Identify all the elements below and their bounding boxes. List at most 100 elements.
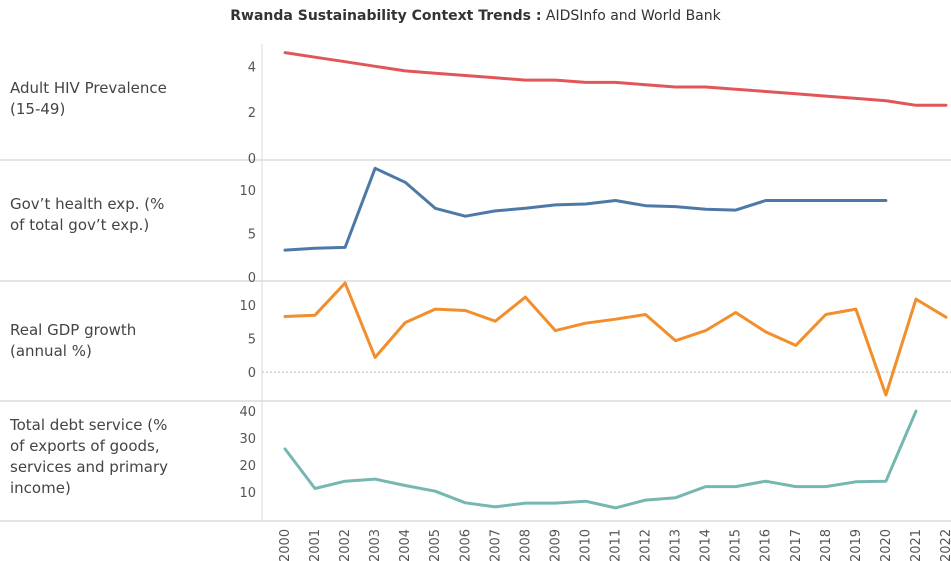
data-point xyxy=(374,65,377,68)
data-point xyxy=(584,203,587,206)
data-point xyxy=(344,246,347,249)
panel-label-line: Adult HIV Prevalence xyxy=(10,79,167,97)
data-point xyxy=(734,88,737,91)
data-point xyxy=(554,203,557,206)
x-tick-label: 2000 xyxy=(278,529,293,561)
data-point xyxy=(434,207,437,210)
data-point xyxy=(584,81,587,84)
data-point xyxy=(584,500,587,503)
data-point xyxy=(824,95,827,98)
data-point xyxy=(404,321,407,324)
data-point xyxy=(314,314,317,317)
data-point xyxy=(434,308,437,311)
data-point xyxy=(524,502,527,505)
data-point xyxy=(614,81,617,84)
data-point xyxy=(464,215,467,218)
x-tick-label: 2002 xyxy=(338,529,353,561)
y-tick-label: 0 xyxy=(248,152,256,167)
x-tick-label: 2007 xyxy=(488,529,503,561)
panel-label-line: Gov’t health exp. (% xyxy=(10,195,165,213)
data-point xyxy=(494,320,497,323)
y-tick-label: 30 xyxy=(239,432,256,447)
x-tick-label: 2018 xyxy=(819,529,834,561)
data-point xyxy=(584,322,587,325)
series-line xyxy=(283,281,948,397)
data-point xyxy=(284,51,287,54)
data-point xyxy=(794,485,797,488)
data-point xyxy=(884,199,887,202)
data-point xyxy=(854,97,857,100)
data-point xyxy=(824,485,827,488)
x-tick-label: 2005 xyxy=(428,529,443,561)
data-point xyxy=(854,480,857,483)
data-point xyxy=(404,181,407,184)
panel-label-line: of total gov’t exp.) xyxy=(10,216,150,234)
data-point xyxy=(614,506,617,509)
data-point xyxy=(764,330,767,333)
x-tick-label: 2010 xyxy=(578,529,593,561)
data-point xyxy=(945,104,948,107)
panel-label-line: (annual %) xyxy=(10,342,92,360)
x-tick-label: 2008 xyxy=(518,529,533,561)
chart-title-bold: Rwanda Sustainability Context Trends : xyxy=(230,8,542,24)
y-tick-label: 4 xyxy=(248,60,256,75)
y-tick-label: 20 xyxy=(239,459,256,474)
x-tick-label: 2012 xyxy=(639,529,654,561)
data-point xyxy=(494,505,497,508)
data-point xyxy=(854,308,857,311)
series-line xyxy=(283,166,888,252)
data-point xyxy=(614,199,617,202)
data-point xyxy=(794,344,797,347)
chart-title: Rwanda Sustainability Context Trends : A… xyxy=(0,8,951,24)
y-tick-label: 10 xyxy=(239,486,256,501)
data-point xyxy=(644,83,647,86)
data-point xyxy=(554,79,557,82)
data-point xyxy=(404,484,407,487)
x-tick-label: 2021 xyxy=(909,529,924,561)
data-point xyxy=(314,487,317,490)
data-point xyxy=(404,69,407,72)
data-point xyxy=(674,496,677,499)
panel-label: Real GDP growth (annual %) xyxy=(10,320,136,362)
x-tick-label: 2013 xyxy=(669,529,684,561)
series-line xyxy=(283,51,948,107)
y-tick-label: 2 xyxy=(248,106,256,121)
data-point xyxy=(434,72,437,75)
data-point xyxy=(464,74,467,77)
data-point xyxy=(704,329,707,332)
data-point xyxy=(374,167,377,170)
x-tick-label: 2001 xyxy=(308,529,323,561)
data-point xyxy=(644,499,647,502)
data-point xyxy=(734,209,737,212)
data-point xyxy=(824,199,827,202)
data-point xyxy=(644,313,647,316)
data-point xyxy=(494,209,497,212)
data-point xyxy=(344,480,347,483)
data-point xyxy=(314,56,317,59)
data-point xyxy=(734,485,737,488)
y-tick-label: 40 xyxy=(239,405,256,420)
y-tick-label: 10 xyxy=(239,184,256,199)
y-tick-label: 5 xyxy=(248,333,256,348)
x-tick-label: 2006 xyxy=(458,529,473,561)
data-point xyxy=(915,410,918,413)
data-point xyxy=(884,394,887,397)
chart-title-source: AIDSInfo and World Bank xyxy=(541,8,721,24)
x-tick-label: 2004 xyxy=(398,529,413,561)
x-tick-label: 2020 xyxy=(879,529,894,561)
data-point xyxy=(794,199,797,202)
data-point xyxy=(464,309,467,312)
data-point xyxy=(674,86,677,89)
y-tick-label: 10 xyxy=(239,299,256,314)
panel-label: Gov’t health exp. (% of total gov’t exp.) xyxy=(10,194,164,236)
panel-label: Total debt service (% of exports of goods… xyxy=(10,415,168,499)
panel-label-line: Total debt service (% xyxy=(10,416,168,434)
data-point xyxy=(554,502,557,505)
data-point xyxy=(945,316,948,319)
panel-label-line: of exports of goods, xyxy=(10,437,160,455)
data-point xyxy=(524,79,527,82)
data-point xyxy=(284,315,287,318)
y-tick-label: 0 xyxy=(248,366,256,381)
x-tick-label: 2022 xyxy=(939,529,951,561)
